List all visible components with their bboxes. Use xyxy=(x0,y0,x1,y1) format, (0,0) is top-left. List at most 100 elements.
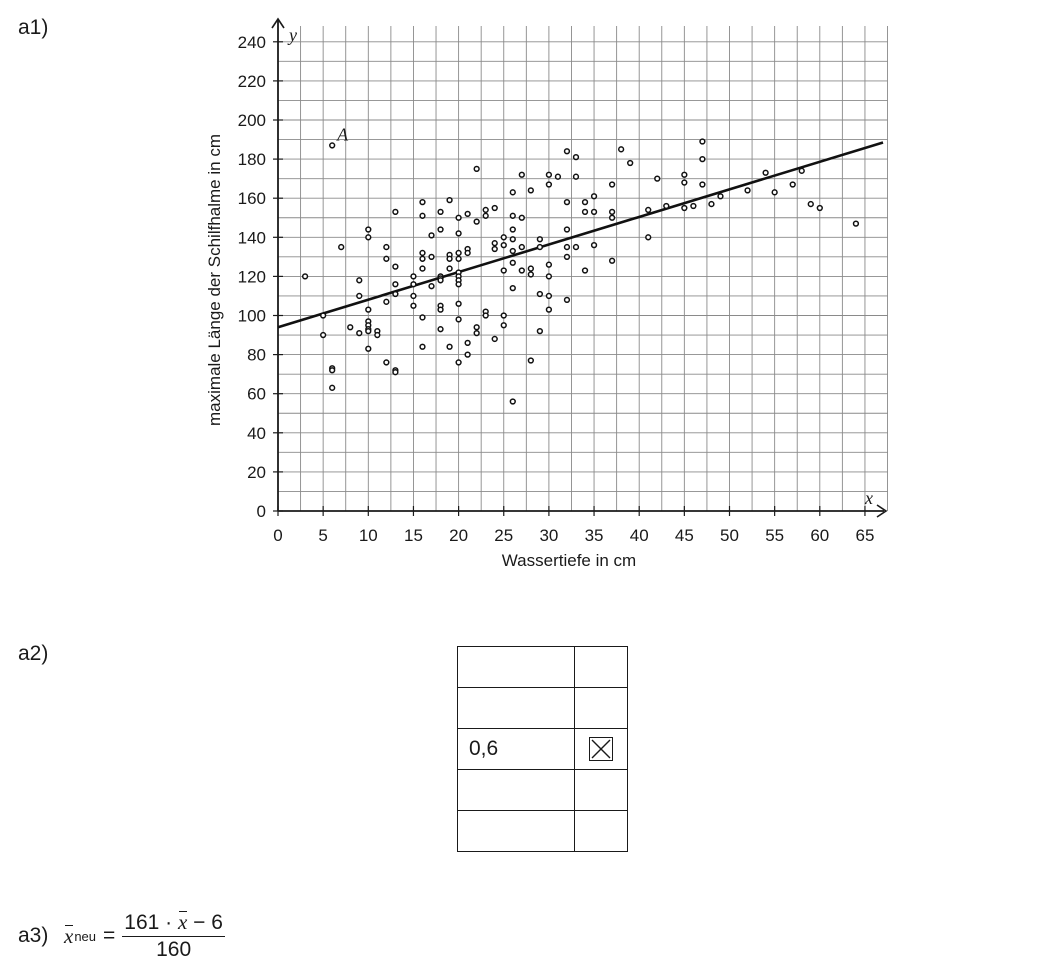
data-point xyxy=(717,193,724,200)
answer-text-cell xyxy=(457,810,575,852)
x-tick-label: 5 xyxy=(318,526,327,545)
data-point xyxy=(690,202,697,210)
part-label-a1: a1) xyxy=(18,16,49,39)
data-point xyxy=(518,214,525,221)
data-point xyxy=(509,226,516,233)
data-point xyxy=(608,257,616,264)
data-point xyxy=(347,324,354,331)
data-point xyxy=(518,267,525,274)
data-point xyxy=(446,255,453,262)
data-point xyxy=(654,175,661,182)
y-tick-label: 0 xyxy=(257,502,266,521)
y-tick-label: 180 xyxy=(238,150,266,169)
data-point xyxy=(536,327,544,335)
answer-row xyxy=(457,810,628,852)
answer-checkbox-cell[interactable] xyxy=(574,687,628,729)
answer-checkbox-cell[interactable] xyxy=(574,810,628,852)
data-point xyxy=(762,169,769,176)
data-point xyxy=(681,179,688,186)
data-point xyxy=(608,181,616,188)
data-point xyxy=(482,212,489,219)
data-point xyxy=(645,206,652,214)
answer-text-cell: 0,6 xyxy=(457,728,575,770)
data-point xyxy=(356,292,363,300)
numerator-variable: x xyxy=(178,910,188,934)
data-point xyxy=(527,271,534,278)
data-point xyxy=(365,306,372,313)
data-point xyxy=(816,204,823,212)
x-tick-label: 15 xyxy=(404,526,423,545)
y-tick-label: 60 xyxy=(247,385,266,404)
data-point xyxy=(527,265,534,272)
data-point xyxy=(554,173,562,180)
data-point xyxy=(419,314,426,321)
data-point xyxy=(365,234,372,241)
formula-numerator: 161 · x − 6 xyxy=(122,910,225,937)
data-point xyxy=(518,171,525,178)
data-point xyxy=(536,243,544,251)
y-tick-label: 240 xyxy=(238,33,266,52)
axes xyxy=(271,17,888,518)
data-point xyxy=(545,181,553,188)
data-point xyxy=(392,369,399,376)
answer-checkbox-cell[interactable] xyxy=(574,769,628,811)
data-point xyxy=(708,200,715,208)
overline xyxy=(179,911,188,912)
data-point xyxy=(392,263,399,270)
data-point xyxy=(681,204,688,212)
y-tick-label: 100 xyxy=(238,307,266,326)
data-point xyxy=(464,210,471,217)
data-point xyxy=(482,312,489,319)
y-tick-label: 40 xyxy=(247,424,266,443)
x-tick-label: 25 xyxy=(494,526,513,545)
formula-variable: x xyxy=(64,923,74,949)
data-point xyxy=(365,226,372,233)
data-point xyxy=(581,208,589,216)
checked-box-icon[interactable] xyxy=(589,737,613,761)
data-point xyxy=(473,329,480,337)
data-point xyxy=(545,292,553,300)
x-tick-label: 50 xyxy=(720,526,739,545)
data-point xyxy=(464,249,471,257)
data-point xyxy=(500,322,507,329)
numerator-prefix: 161 · xyxy=(124,911,178,934)
data-point xyxy=(500,312,507,319)
regression-line-group xyxy=(277,141,884,329)
formula-denominator: 160 xyxy=(156,938,192,961)
formula-var-letter: x xyxy=(64,923,74,948)
scatter-plot: 0 5 10 15 20 25 30 35 40 45 50 55 60 65 0 20 40 60 80 100 12… xyxy=(205,17,888,570)
data-point xyxy=(509,284,516,292)
data-point xyxy=(428,232,435,239)
data-point xyxy=(509,236,516,243)
data-point xyxy=(527,187,534,194)
data-point xyxy=(383,359,390,366)
x-tick-label: 35 xyxy=(585,526,604,545)
data-point xyxy=(545,171,553,178)
data-point xyxy=(455,359,462,366)
data-point xyxy=(500,234,507,241)
answer-checkbox-cell[interactable] xyxy=(574,646,628,688)
data-point xyxy=(509,398,516,405)
data-point xyxy=(392,281,399,288)
y-tick-label: 120 xyxy=(238,267,266,286)
data-point xyxy=(491,204,498,212)
data-point xyxy=(563,198,571,206)
x-tick-label: 30 xyxy=(539,526,558,545)
data-point xyxy=(509,212,516,219)
data-point xyxy=(329,142,336,149)
data-point xyxy=(545,306,553,313)
data-point xyxy=(590,193,598,200)
regression-line xyxy=(277,141,884,329)
data-point xyxy=(798,167,805,174)
data-point xyxy=(437,208,444,216)
data-point xyxy=(473,324,480,331)
data-point xyxy=(455,214,462,221)
data-point xyxy=(419,212,426,219)
y-tick-label: 140 xyxy=(238,228,266,247)
x-variable-label: x xyxy=(864,488,873,508)
data-point xyxy=(509,259,516,266)
data-point xyxy=(563,226,571,233)
data-point xyxy=(437,306,444,313)
answer-checkbox-cell[interactable] xyxy=(574,728,628,770)
data-point xyxy=(446,265,453,272)
